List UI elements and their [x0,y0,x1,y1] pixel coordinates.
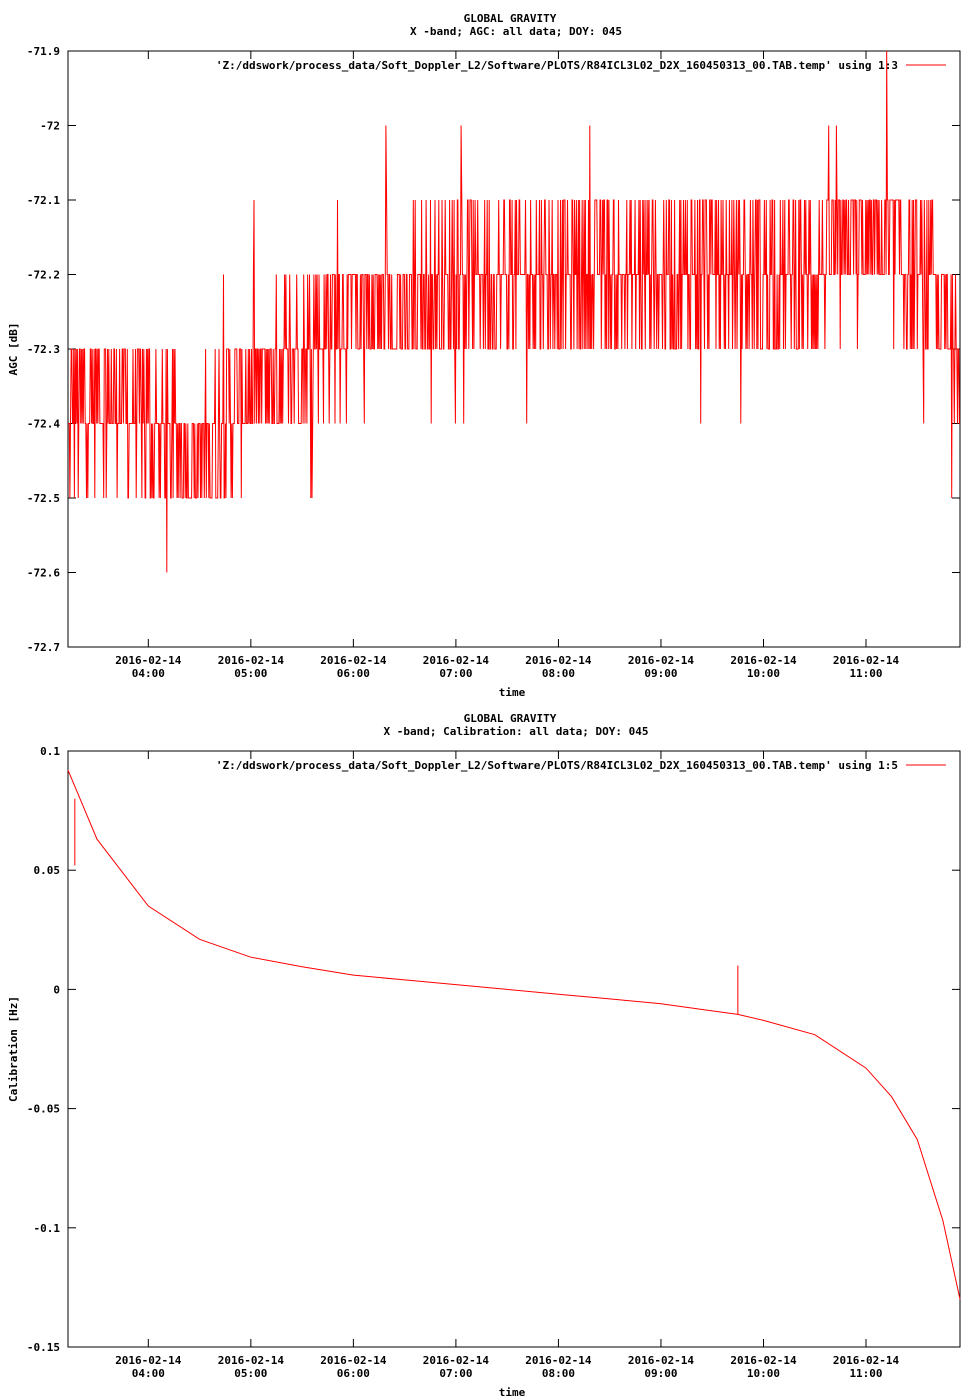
calibration-x-tick-date: 2016-02-14 [833,1354,900,1367]
agc-y-tick-label: -72 [40,120,60,133]
agc-x-tick-time: 07:00 [439,667,472,680]
agc-x-axis-label: time [499,686,526,699]
calibration-y-tick-label: 0 [53,983,60,996]
agc-x-tick-date: 2016-02-14 [115,654,182,667]
agc-legend: 'Z:/ddswork/process_data/Soft_Doppler_L2… [216,59,946,72]
calibration-x-tick-time: 09:00 [644,1367,677,1380]
calibration-x-tick-time: 08:00 [542,1367,575,1380]
calibration-x-tick-time: 11:00 [849,1367,882,1380]
agc-y-tick-label: -72.2 [27,269,60,282]
calibration-y-tick-label: -0.05 [27,1103,60,1116]
agc-x-tick-date: 2016-02-14 [218,654,285,667]
agc-y-tick-label: -72.7 [27,641,60,654]
agc-x-tick-time: 04:00 [132,667,165,680]
agc-x-tick-time: 10:00 [747,667,780,680]
agc-x-tick-time: 08:00 [542,667,575,680]
calibration-series-line [67,769,961,1300]
agc-x-tick-time: 09:00 [644,667,677,680]
calibration-x-tick-time: 04:00 [132,1367,165,1380]
agc-plot-frame [67,50,961,648]
agc-chart: GLOBAL GRAVITY X -band; AGC: all data; D… [7,12,961,699]
calibration-x-tick-time: 07:00 [439,1367,472,1380]
agc-y-tick-label: -71.9 [27,45,60,58]
agc-x-tick-time: 06:00 [337,667,370,680]
agc-chart-subtitle: X -band; AGC: all data; DOY: 045 [410,25,622,38]
calibration-y-tick-label: -0.15 [27,1341,60,1354]
agc-axis-ticks: -71.9 -72 -72.1 -72.2 -72.3 -72.4 -72.5 -72.6 -7… [27,45,960,680]
agc-y-tick-label: -72.5 [27,492,60,505]
calibration-x-tick-date: 2016-02-14 [218,1354,285,1367]
calibration-legend: 'Z:/ddswork/process_data/Soft_Doppler_L2… [216,759,946,772]
calibration-x-tick-date: 2016-02-14 [628,1354,695,1367]
calibration-plot-frame [67,750,961,1348]
calibration-spikes [74,798,739,1015]
calibration-legend-label: 'Z:/ddswork/process_data/Soft_Doppler_L2… [216,759,898,772]
calibration-x-tick-date: 2016-02-14 [320,1354,387,1367]
calibration-y-tick-label: 0.1 [40,745,60,758]
calibration-x-tick-time: 06:00 [337,1367,370,1380]
agc-legend-label: 'Z:/ddswork/process_data/Soft_Doppler_L2… [216,59,898,72]
calibration-x-axis-label: time [499,1386,526,1399]
agc-y-tick-label: -72.4 [27,418,60,431]
agc-x-tick-date: 2016-02-14 [833,654,900,667]
agc-x-tick-date: 2016-02-14 [423,654,490,667]
agc-x-tick-time: 05:00 [234,667,267,680]
calibration-chart: GLOBAL GRAVITY X -band; Calibration: all… [7,712,961,1399]
agc-y-axis-label: AGC [dB] [7,323,20,376]
agc-x-tick-date: 2016-02-14 [525,654,592,667]
calibration-x-tick-time: 10:00 [747,1367,780,1380]
agc-x-tick-date: 2016-02-14 [730,654,797,667]
calibration-chart-title: GLOBAL GRAVITY [464,712,557,725]
agc-y-tick-label: -72.3 [27,343,60,356]
agc-x-tick-time: 11:00 [849,667,882,680]
agc-y-tick-label: -72.1 [27,194,60,207]
calibration-y-axis-label: Calibration [Hz] [7,996,20,1102]
agc-chart-title: GLOBAL GRAVITY [464,12,557,25]
calibration-x-tick-date: 2016-02-14 [525,1354,592,1367]
calibration-x-tick-date: 2016-02-14 [730,1354,797,1367]
agc-series-line [68,50,960,573]
calibration-chart-subtitle: X -band; Calibration: all data; DOY: 045 [384,725,649,738]
calibration-x-tick-time: 05:00 [234,1367,267,1380]
calibration-y-tick-label: 0.05 [34,864,61,877]
calibration-axis-ticks: 0.10.050-0.05-0.1-0.152016-02-1404:00201… [27,745,960,1380]
agc-y-tick-label: -72.6 [27,567,60,580]
calibration-x-tick-date: 2016-02-14 [423,1354,490,1367]
agc-x-tick-date: 2016-02-14 [628,654,695,667]
calibration-x-tick-date: 2016-02-14 [115,1354,182,1367]
calibration-y-tick-label: -0.1 [34,1222,61,1235]
agc-x-tick-date: 2016-02-14 [320,654,387,667]
